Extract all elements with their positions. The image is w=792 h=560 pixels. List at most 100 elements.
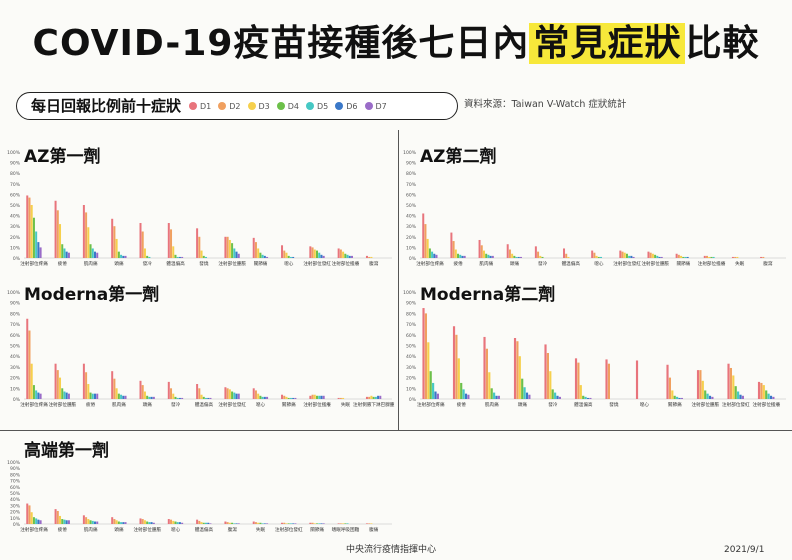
y-tick-label: 20%	[406, 376, 417, 382]
bar-d6	[37, 392, 40, 399]
bar-d4	[231, 522, 234, 524]
x-tick-label: 疲倦	[454, 260, 464, 267]
bar-d1	[727, 363, 730, 399]
x-tick-label: 疲倦	[58, 526, 68, 533]
x-tick-label: 注射部位發紅	[722, 401, 750, 408]
bar-d5	[120, 394, 123, 399]
bar-d2	[452, 241, 455, 258]
bar-d4	[259, 252, 262, 258]
bar-d6	[235, 523, 238, 524]
bar-d3	[313, 523, 316, 524]
bar-d6	[320, 395, 323, 399]
bar-d3	[651, 253, 654, 258]
x-tick-label: 注射部位疼痛	[20, 260, 48, 267]
bar-d3	[59, 224, 62, 258]
panel-title-kaoliang-dose1: 高端第一劑	[24, 441, 109, 461]
bar-d3	[228, 522, 231, 524]
bar-d5	[289, 256, 292, 258]
x-tick-label: 失眠	[256, 526, 266, 533]
bar-d2	[546, 352, 549, 399]
bar-d5	[684, 256, 687, 258]
bar-d2	[734, 256, 737, 258]
x-tick-label: 體溫偏高	[195, 401, 214, 408]
bar-d7	[209, 523, 212, 524]
bar-d1	[111, 517, 114, 524]
title-highlight: 常見症狀	[529, 23, 686, 64]
y-tick-label: 30%	[10, 224, 21, 230]
bar-d6	[320, 254, 323, 258]
bar-d4	[704, 390, 707, 399]
bar-d2	[226, 236, 229, 258]
x-tick-label: 頭痛	[114, 526, 124, 533]
bar-d1	[422, 213, 425, 258]
bar-d2	[339, 523, 342, 524]
bar-d1	[703, 255, 706, 258]
bar-d6	[525, 392, 529, 399]
bar-d4	[89, 520, 92, 524]
x-tick-label: 注射部位腫脹	[692, 401, 720, 408]
bar-d1	[309, 522, 312, 524]
bar-d7	[294, 523, 297, 524]
title-part3: 比較	[685, 23, 760, 64]
bar-d1	[281, 394, 284, 399]
bar-d2	[85, 372, 88, 399]
bar-d4	[344, 253, 347, 258]
bar-d2	[170, 388, 173, 399]
bar-d1	[82, 515, 85, 524]
x-tick-label: 注射部位疼痛	[20, 401, 48, 408]
bar-d4	[61, 388, 64, 399]
bar-d3	[426, 238, 429, 258]
bar-d1	[534, 246, 537, 258]
bar-d5	[261, 396, 264, 399]
bar-d2	[368, 256, 371, 258]
legend-box: 每日回報比例前十症狀 D1 D2 D3 D4 D5 D6 D7	[16, 92, 458, 120]
bar-d4	[457, 253, 460, 258]
x-tick-label: 注射側腋下淋巴腺腫	[353, 401, 395, 408]
bar-d6	[769, 395, 773, 399]
bar-d4	[61, 519, 64, 524]
bar-d4	[174, 521, 177, 524]
y-tick-label: 50%	[10, 203, 21, 209]
legend-swatch	[306, 102, 314, 110]
bar-d3	[313, 394, 316, 399]
x-tick-label: 噁心	[640, 401, 650, 408]
x-tick-label: 肌肉痛	[84, 260, 98, 267]
chart-kaoliang-dose1: 0%10%20%30%40%50%60%70%80%90%100% 注射部位疼痛 疲…	[7, 460, 392, 533]
bar-d1	[196, 519, 199, 524]
bar-d3	[257, 522, 260, 524]
bar-d4	[582, 395, 585, 399]
x-tick-label: 腹瀉	[763, 260, 773, 267]
y-tick-label: 70%	[406, 322, 417, 328]
bar-d6	[37, 519, 40, 524]
bar-d5	[523, 387, 526, 399]
bar-d5	[431, 251, 434, 258]
legend-swatch	[335, 102, 344, 110]
x-tick-label: 發燒	[609, 401, 619, 408]
y-tick-label: 100%	[7, 290, 21, 296]
bar-d7	[39, 393, 42, 399]
bar-d5	[346, 254, 349, 258]
bar-d3	[172, 246, 175, 258]
bar-d3	[427, 342, 430, 399]
bar-d4	[372, 396, 375, 399]
x-tick-label: 注射部位腫脹	[641, 260, 669, 267]
bar-d1	[54, 200, 57, 258]
x-tick-label: 頭痛	[143, 401, 153, 408]
bar-d2	[729, 367, 732, 399]
bar-d1	[760, 256, 763, 258]
bar-d4	[32, 385, 35, 399]
bar-d6	[377, 395, 380, 399]
footer-date: 2021/9/1	[724, 545, 765, 555]
legend-label: D6	[346, 101, 358, 111]
bar-d7	[67, 393, 70, 399]
bar-d7	[463, 255, 466, 258]
y-tick-label: 0%	[13, 397, 21, 403]
bar-d5	[35, 518, 38, 524]
bar-d1	[252, 237, 255, 258]
y-tick-label: 30%	[10, 365, 21, 371]
bar-d2	[339, 249, 342, 258]
bar-d3	[567, 256, 570, 258]
bar-d6	[37, 242, 40, 258]
bar-d2	[621, 251, 624, 258]
bar-d6	[65, 520, 68, 524]
